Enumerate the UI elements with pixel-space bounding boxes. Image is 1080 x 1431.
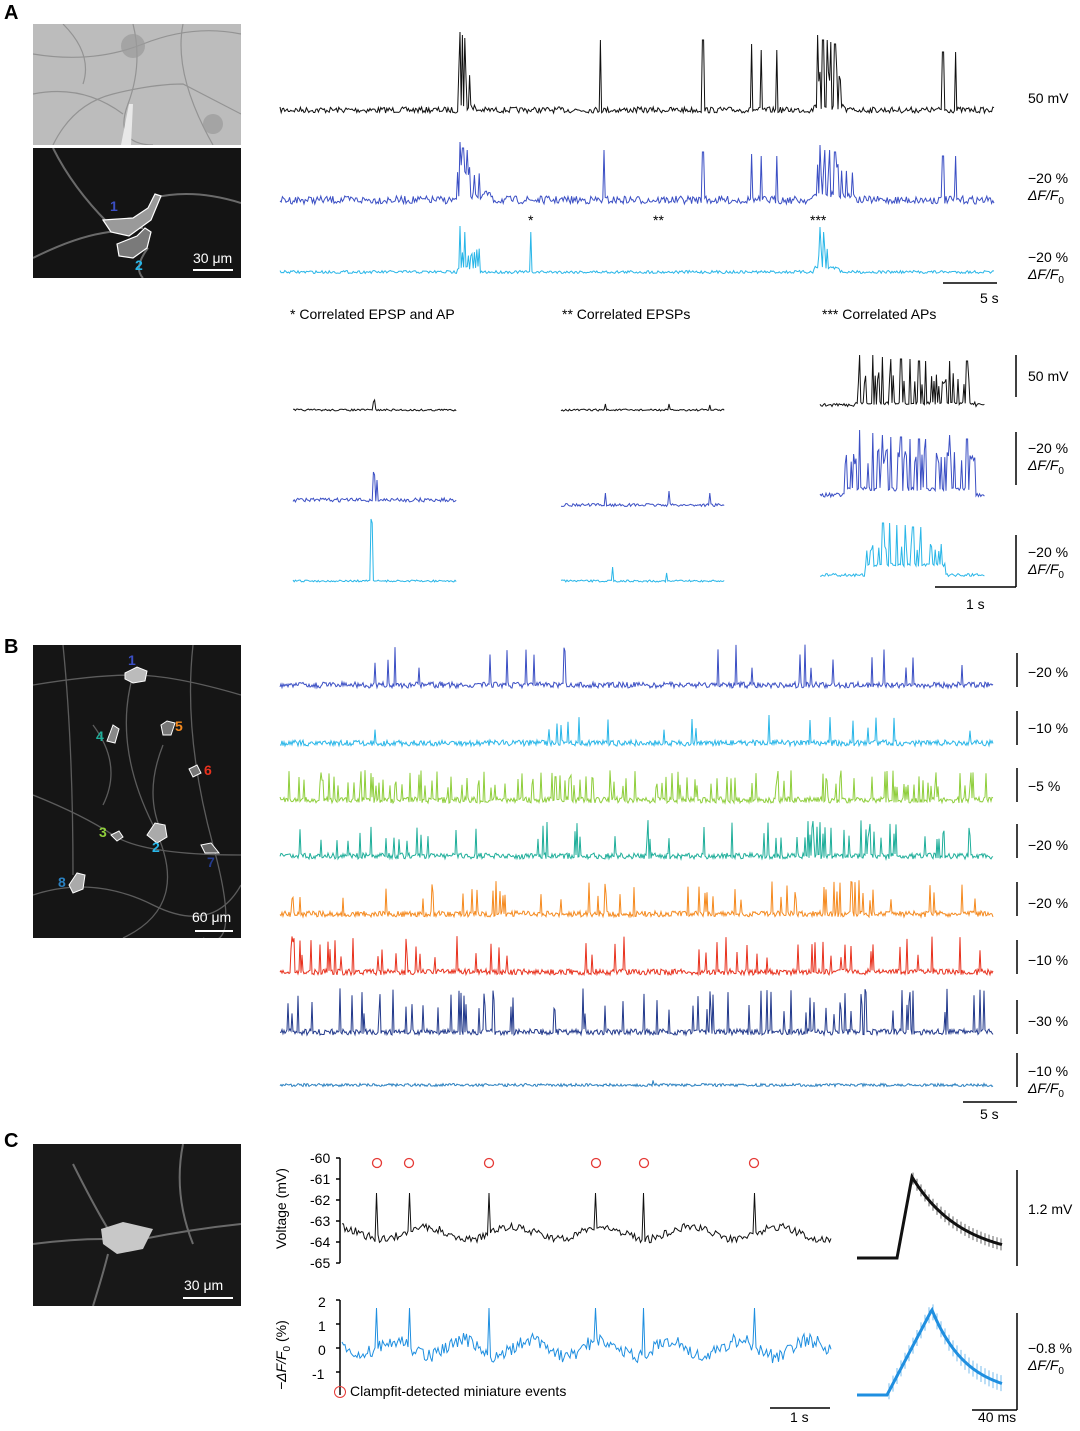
roi-label-b-4: 4 — [96, 728, 104, 744]
scale-a-df2-unit: ΔF/F0 — [1028, 266, 1064, 286]
event-marker-3 — [483, 1157, 495, 1169]
inset-scale-mv: 50 mV — [1028, 368, 1069, 384]
c-vtick-3: -63 — [310, 1213, 331, 1229]
roi-label-b-2: 2 — [152, 839, 160, 855]
c-vtick-5: -65 — [310, 1255, 331, 1271]
inset-scale-time: 1 s — [966, 596, 985, 612]
caption-epsps: ** Correlated EPSPs — [562, 306, 691, 322]
c-vtick-4: -64 — [310, 1234, 331, 1250]
trace-b-roi-7 — [279, 988, 994, 1037]
event-marker-1 — [371, 1157, 383, 1169]
c-avg-scale-df: −0.8 % — [1028, 1340, 1072, 1356]
panel-a-letter: A — [4, 2, 19, 24]
avg-voltage-trace — [857, 1172, 1003, 1260]
panel-c-traces — [336, 1157, 1018, 1411]
c-vtick-2: -62 — [310, 1192, 331, 1208]
c-vtick-1: -61 — [310, 1171, 331, 1187]
inset-scale-df2-unit: ΔF/F0 — [1028, 561, 1064, 581]
inset-scale-df2: −20 % — [1028, 544, 1069, 560]
scale-b-time: 5 s — [980, 1106, 999, 1122]
inset-scale-df1-unit: ΔF/F0 — [1028, 457, 1064, 477]
c-dtick-1: 1 — [318, 1318, 326, 1334]
scale-label-c-image: 30 μm — [184, 1277, 224, 1293]
trace-b-roi-3 — [279, 770, 994, 805]
roi-label-a-2: 2 — [135, 257, 143, 273]
inset-scale-df1: −20 % — [1028, 440, 1069, 456]
df-trace — [341, 1307, 832, 1364]
scale-label-b-image: 60 μm — [192, 909, 232, 925]
scale-b-6: −10 % — [1028, 952, 1069, 968]
panel-b-traces — [279, 644, 1018, 1103]
marker-triple: *** — [810, 212, 827, 228]
scale-b-5: −20 % — [1028, 895, 1069, 911]
scale-b-8: −10 % — [1028, 1063, 1069, 1079]
trace-a-roi2 — [279, 225, 995, 275]
roi-label-b-7: 7 — [207, 854, 215, 870]
df-axis-label: −ΔF/F0 (%) — [273, 1320, 293, 1390]
roi-label-b-3: 3 — [99, 824, 107, 840]
c-dtick-0: 2 — [318, 1294, 326, 1310]
marker-double: ** — [653, 212, 664, 228]
trace-b-roi-4 — [279, 820, 994, 861]
c-vtick-0: -60 — [310, 1150, 331, 1166]
scale-b-unit: ΔF/F0 — [1028, 1080, 1064, 1100]
scale-a-df1-unit: ΔF/F0 — [1028, 187, 1064, 207]
c-time-scale: 1 s — [790, 1409, 809, 1425]
scale-b-2: −10 % — [1028, 720, 1069, 736]
scale-b-1: −20 % — [1028, 664, 1069, 680]
roi-label-b-6: 6 — [204, 762, 212, 778]
scale-a-df2: −20 % — [1028, 249, 1069, 265]
caption-aps: *** Correlated APs — [822, 306, 937, 322]
event-marker-4 — [590, 1157, 602, 1169]
scale-a-mv: 50 mV — [1028, 90, 1069, 106]
trace-b-roi-2 — [279, 714, 994, 748]
c-avg-scale-mv: 1.2 mV — [1028, 1201, 1073, 1217]
event-marker-6 — [748, 1157, 760, 1169]
c-dtick-3: -1 — [312, 1366, 325, 1382]
c-avg-scale-df-unit: ΔF/F0 — [1028, 1357, 1064, 1377]
event-legend-text: Clampfit-detected miniature events — [350, 1383, 567, 1399]
panel-c-letter: C — [4, 1130, 19, 1152]
fluorescence-image-c — [33, 1144, 241, 1306]
scale-b-4: −20 % — [1028, 837, 1069, 853]
panel-a-traces — [279, 31, 997, 284]
trace-b-roi-8 — [279, 1080, 994, 1088]
scale-b-3: −5 % — [1028, 778, 1061, 794]
scale-b-7: −30 % — [1028, 1013, 1069, 1029]
marker-single: * — [528, 212, 534, 228]
scale-a-time: 5 s — [980, 290, 999, 306]
avg-df-trace — [857, 1306, 1003, 1397]
panel-a-insets — [292, 354, 1017, 588]
event-marker-5 — [638, 1157, 650, 1169]
fluorescence-image-a — [33, 148, 241, 278]
scale-label-a-image: 30 μm — [193, 250, 233, 266]
trace-b-roi-6 — [279, 936, 994, 977]
roi-label-b-8: 8 — [58, 874, 66, 890]
voltage-trace — [341, 1192, 832, 1244]
voltage-axis-label: Voltage (mV) — [273, 1168, 289, 1249]
roi-label-b-1: 1 — [128, 652, 136, 668]
roi-label-a-1: 1 — [110, 198, 118, 214]
fluorescence-image-b — [33, 645, 241, 938]
c-avg-time-scale: 40 ms — [978, 1409, 1017, 1425]
trace-a-roi1 — [279, 141, 995, 206]
roi-label-b-5: 5 — [175, 718, 183, 734]
trace-a-voltage — [279, 31, 995, 115]
panel-b-letter: B — [4, 636, 19, 658]
trace-b-roi-5 — [279, 880, 994, 919]
event-legend-marker — [334, 1386, 346, 1398]
brightfield-image — [33, 24, 241, 145]
c-dtick-2: 0 — [318, 1342, 326, 1358]
scale-a-df1: −20 % — [1028, 170, 1069, 186]
trace-b-roi-1 — [279, 644, 994, 690]
event-marker-2 — [403, 1157, 415, 1169]
caption-epsp-ap: * Correlated EPSP and AP — [290, 306, 455, 322]
